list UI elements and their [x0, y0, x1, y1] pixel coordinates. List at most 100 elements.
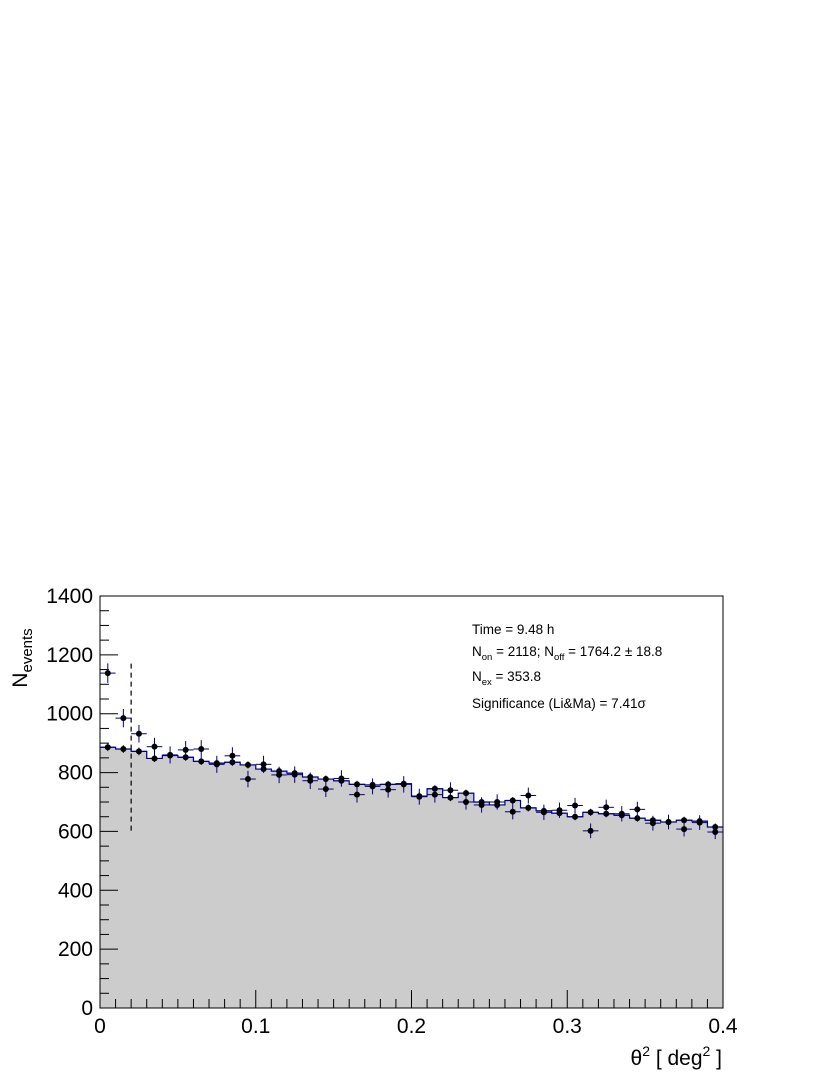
on-point — [182, 746, 189, 753]
off-bin-fill — [645, 820, 662, 1008]
stats-box: Time = 9.48 h Non = 2118; Noff = 1764.2 … — [472, 622, 662, 711]
off-point — [244, 761, 251, 768]
off-bin-fill — [504, 800, 522, 1008]
y-axis-title: Nevents — [9, 628, 36, 687]
off-bin-fill — [567, 816, 584, 1008]
off-bin-fill — [707, 827, 724, 1008]
off-point — [463, 790, 470, 797]
off-bin-fill — [286, 773, 304, 1008]
on-point — [307, 777, 314, 784]
on-point — [385, 786, 392, 793]
on-point — [338, 775, 345, 782]
off-bin-fill — [349, 784, 366, 1008]
y-axis-title-sub: events — [19, 628, 36, 672]
y-tick-label: 400 — [58, 879, 93, 902]
y-tick-label: 800 — [58, 762, 93, 785]
off-bin-fill — [380, 784, 397, 1008]
on-point — [276, 771, 283, 778]
on-point — [151, 743, 158, 750]
off-point — [572, 813, 579, 820]
on-point — [400, 781, 407, 788]
y-axis-title-main: N — [9, 673, 32, 688]
off-bin-fill — [582, 812, 599, 1008]
y-tick-label: 200 — [58, 938, 93, 961]
off-bin-fill — [162, 755, 179, 1008]
x-axis-title-unit-exp: 2 — [703, 1043, 711, 1059]
off-bin-fill — [364, 784, 381, 1008]
off-point — [135, 748, 142, 755]
on-point — [291, 771, 298, 778]
off-bin-fill — [318, 779, 335, 1008]
off-bin-fill — [131, 751, 148, 1008]
on-point — [478, 801, 485, 808]
x-axis-title-unit: [ deg — [650, 1047, 703, 1070]
on-point — [135, 730, 142, 737]
on-point — [120, 715, 127, 722]
on-point — [587, 827, 594, 834]
off-histogram-fill — [100, 747, 724, 1008]
off-point — [322, 776, 329, 783]
off-bin-fill — [489, 804, 506, 1008]
y-tick-label: 0 — [81, 997, 93, 1020]
off-point — [104, 744, 111, 751]
on-point — [525, 792, 532, 799]
off-bin-fill — [427, 788, 444, 1008]
tick-labels: 0 200 400 600 800 1000 1200 1400 0 0.1 0.2 0.3 0.4 — [46, 585, 738, 1038]
on-point — [198, 746, 205, 753]
off-bin-fill — [629, 818, 646, 1008]
off-bin-fill — [473, 802, 490, 1008]
on-point — [665, 819, 672, 826]
y-tick-label: 600 — [58, 820, 93, 843]
data-points — [100, 663, 723, 840]
plot-frame — [99, 595, 724, 1009]
off-bin-fill — [551, 813, 568, 1008]
x-tick-label: 0.1 — [241, 1015, 270, 1038]
off-bin-fill — [177, 757, 195, 1008]
off-point — [525, 804, 532, 811]
off-bin-fill — [240, 764, 257, 1008]
off-bin-fill — [115, 749, 132, 1008]
y-tick-label: 1400 — [46, 585, 93, 608]
on-point — [494, 799, 501, 805]
on-point — [712, 829, 719, 836]
stat-significance: Significance (Li&Ma) = 7.41σ — [472, 696, 646, 711]
x-tick-label: 0.3 — [553, 1015, 582, 1038]
x-tick-label: 0.2 — [397, 1015, 426, 1038]
off-bin-fill — [442, 797, 459, 1008]
off-bin-fill — [255, 769, 272, 1008]
on-point — [618, 810, 625, 817]
on-point — [649, 820, 656, 827]
x-axis-title: θ2 [ deg2 ] — [631, 1043, 723, 1070]
on-point — [322, 786, 329, 793]
stat-time: Time = 9.48 h — [472, 622, 554, 637]
stat-excess: Nex = 353.8 — [472, 669, 541, 688]
off-point — [198, 758, 205, 765]
on-point — [603, 804, 610, 811]
off-point — [509, 797, 516, 804]
on-point — [244, 776, 251, 783]
off-bin-fill — [100, 747, 117, 1008]
on-point — [572, 802, 579, 809]
on-point — [634, 806, 641, 813]
off-bin-fill — [411, 796, 428, 1008]
off-bin-fill — [271, 771, 288, 1008]
y-tick-label: 1000 — [46, 703, 93, 726]
on-point — [556, 807, 563, 814]
off-bin-fill — [224, 762, 241, 1008]
on-point — [167, 751, 174, 758]
y-tick-label: 1200 — [46, 644, 93, 667]
on-point — [463, 799, 470, 805]
off-bin-fill — [598, 813, 615, 1008]
off-bin-fill — [691, 821, 709, 1008]
off-bin-fill — [146, 758, 163, 1008]
on-point — [681, 826, 688, 833]
on-point — [447, 787, 454, 794]
off-point — [120, 746, 127, 753]
on-point — [353, 791, 360, 798]
x-axis-title-close: ] — [710, 1047, 722, 1070]
off-point — [353, 781, 360, 788]
x-tick-label: 0 — [94, 1015, 106, 1038]
off-bin-fill — [209, 763, 226, 1008]
on-point — [696, 819, 703, 826]
off-bin-fill — [536, 810, 553, 1008]
